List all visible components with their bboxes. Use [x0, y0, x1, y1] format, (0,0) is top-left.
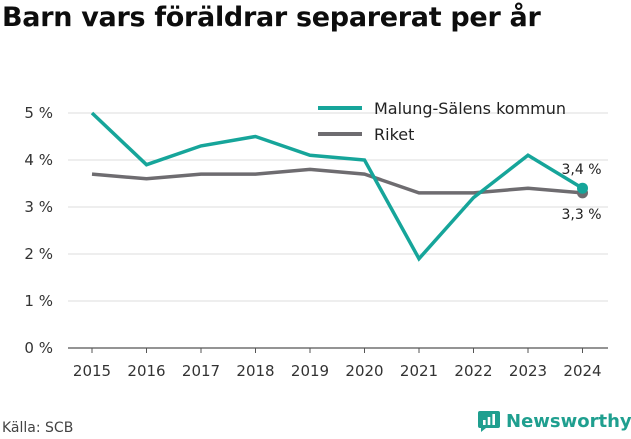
end-markers: 3,4 % 3,3 %: [561, 162, 601, 223]
y-axis-labels: 0 % 1 % 2 % 3 % 4 % 5 %: [24, 104, 53, 357]
y-tick-label: 5 %: [24, 104, 53, 122]
series-line: [91, 167, 583, 195]
legend-label: Malung-Sälens kommun: [374, 99, 566, 118]
x-axis-labels: 2015 2016 2017 2018 2019 2020 2021 2022 2023 2024: [73, 362, 602, 380]
brand-name: Newsworthy: [506, 410, 631, 432]
source-note: Källa: SCB: [2, 420, 74, 436]
x-tick-label: 2024: [563, 362, 601, 380]
series-line: [90, 111, 584, 262]
x-tick-label: 2017: [182, 362, 220, 380]
x-tick-label: 2016: [127, 362, 165, 380]
x-tick-label: 2015: [73, 362, 111, 380]
x-tick-label: 2019: [291, 362, 329, 380]
legend: Malung-Sälens kommun Riket: [318, 99, 566, 144]
x-tick-label: 2020: [345, 362, 383, 380]
line-chart: 0 %1 %2 %3 %4 %5 % 2015 2016 2017 2018 2019 2…: [24, 99, 608, 380]
y-tick-label: 2 %: [24, 245, 53, 263]
x-axis: [68, 347, 608, 353]
x-tick-label: 2022: [454, 362, 492, 380]
legend-label: Riket: [374, 125, 414, 144]
y-tick-label: 0 %: [24, 339, 53, 357]
gridlines: [68, 112, 608, 302]
newsworthy-logo-icon: [478, 411, 500, 432]
end-value-label: 3,3 %: [561, 207, 601, 223]
y-tick-label: 1 %: [24, 292, 53, 310]
x-tick-label: 2018: [236, 362, 274, 380]
chart-title: Barn vars föräldrar separerat per år: [2, 2, 541, 33]
end-value-label: 3,4 %: [561, 162, 601, 178]
y-tick-label: 3 %: [24, 198, 53, 216]
brand-logo: Newsworthy: [477, 409, 631, 433]
series-lines: [90, 111, 584, 262]
x-tick-label: 2021: [400, 362, 438, 380]
series-end-marker: [577, 182, 588, 194]
x-tick-label: 2023: [509, 362, 547, 380]
y-tick-label: 4 %: [24, 151, 53, 169]
